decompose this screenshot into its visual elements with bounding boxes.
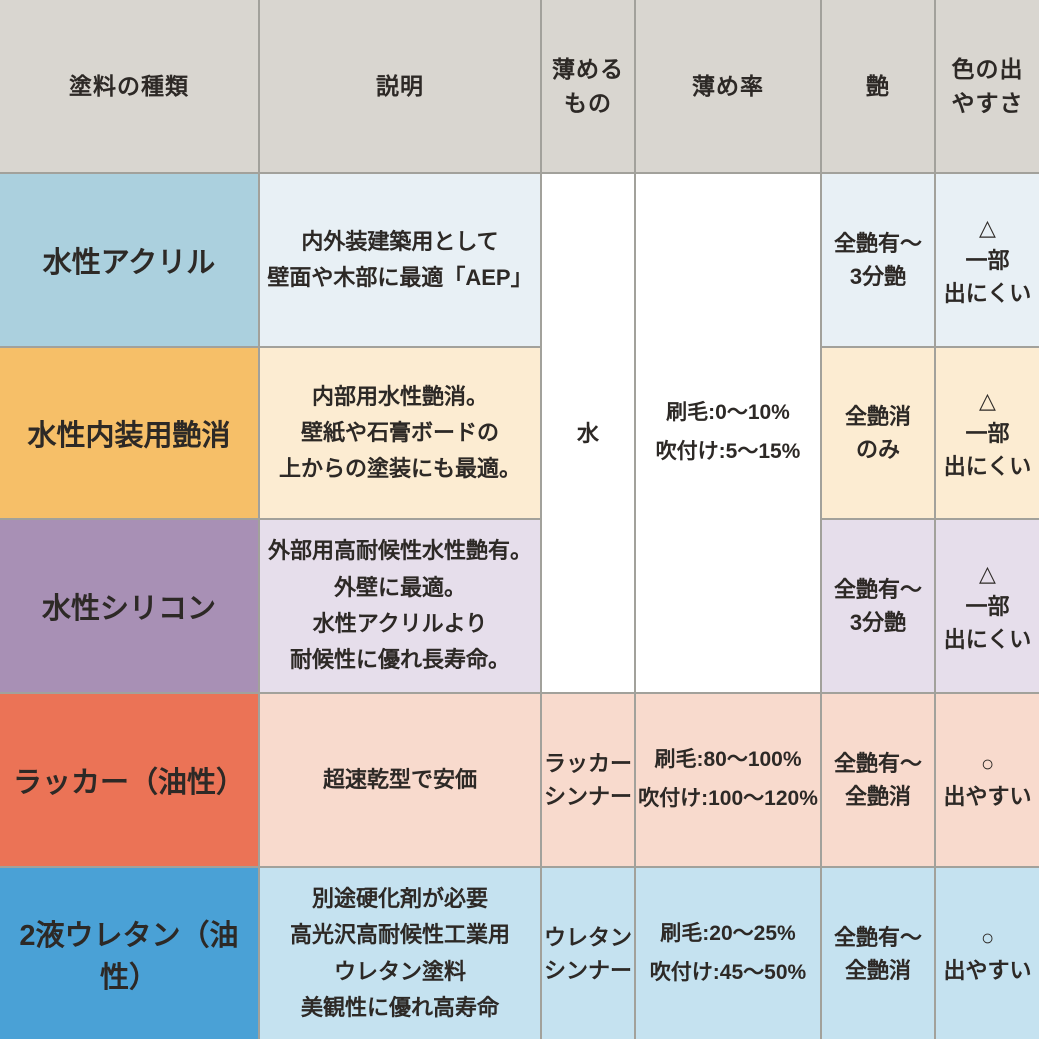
- cell-r1-type: 水性アクリル: [0, 174, 258, 346]
- cell-r2-description: 内部用水性艶消。 壁紙や石膏ボードの 上からの塗装にも最適。: [260, 348, 540, 518]
- cell-r4-ratio: 刷毛:80～100% 吹付け:100～120%: [636, 694, 820, 866]
- cell-r4-gloss: 全艶有～ 全艶消: [822, 694, 934, 866]
- cell-r1-gloss: 全艶有～ 3分艶: [822, 174, 934, 346]
- cell-r3-gloss: 全艶有～ 3分艶: [822, 520, 934, 692]
- col-header-description: 説明: [260, 0, 540, 172]
- col-header-ratio: 薄め率: [636, 0, 820, 172]
- col-header-paint-type: 塗料の種類: [0, 0, 258, 172]
- cell-r4-thinner: ラッカー シンナー: [542, 694, 634, 866]
- cell-r3-type: 水性シリコン: [0, 520, 258, 692]
- cell-r5-type: 2液ウレタン（油性）: [0, 868, 258, 1039]
- cell-r5-thinner: ウレタン シンナー: [542, 868, 634, 1039]
- cell-thinner-water-merged: 水: [542, 174, 634, 692]
- cell-r5-color-ease: ○ 出やすい: [936, 868, 1039, 1039]
- cell-r5-gloss: 全艶有～ 全艶消: [822, 868, 934, 1039]
- cell-r3-description: 外部用高耐候性水性艶有。 外壁に最適。 水性アクリルより 耐候性に優れ長寿命。: [260, 520, 540, 692]
- col-header-thinner: 薄める もの: [542, 0, 634, 172]
- cell-r2-type: 水性内装用艶消: [0, 348, 258, 518]
- cell-r4-description: 超速乾型で安価: [260, 694, 540, 866]
- cell-r5-ratio: 刷毛:20～25% 吹付け:45～50%: [636, 868, 820, 1039]
- cell-r2-gloss: 全艶消 のみ: [822, 348, 934, 518]
- cell-ratio-water-merged: 刷毛:0～10% 吹付け:5～15%: [636, 174, 820, 692]
- cell-r1-color-ease: △ 一部 出にくい: [936, 174, 1039, 346]
- cell-r3-color-ease: △ 一部 出にくい: [936, 520, 1039, 692]
- cell-r5-description: 別途硬化剤が必要 高光沢高耐候性工業用 ウレタン塗料 美観性に優れ高寿命: [260, 868, 540, 1039]
- cell-r1-description: 内外装建築用として 壁面や木部に最適「AEP」: [260, 174, 540, 346]
- cell-r4-type: ラッカー（油性）: [0, 694, 258, 866]
- cell-r2-color-ease: △ 一部 出にくい: [936, 348, 1039, 518]
- cell-r4-color-ease: ○ 出やすい: [936, 694, 1039, 866]
- col-header-gloss: 艶: [822, 0, 934, 172]
- col-header-color-ease: 色の出 やすさ: [936, 0, 1039, 172]
